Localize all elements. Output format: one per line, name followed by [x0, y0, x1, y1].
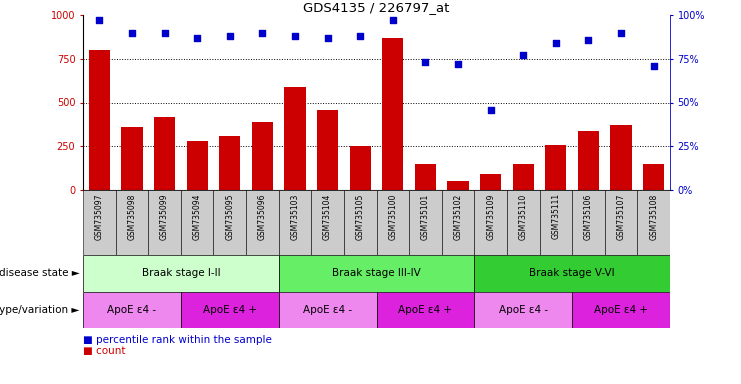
Bar: [187, 141, 207, 190]
Bar: [279, 190, 311, 255]
Text: GSM735103: GSM735103: [290, 193, 299, 240]
Text: ApoE ε4 -: ApoE ε4 -: [107, 305, 156, 315]
Text: GSM735106: GSM735106: [584, 193, 593, 240]
Bar: [376, 292, 474, 328]
Bar: [219, 136, 240, 190]
Bar: [409, 190, 442, 255]
Bar: [344, 190, 376, 255]
Point: [387, 17, 399, 23]
Text: ApoE ε4 +: ApoE ε4 +: [594, 305, 648, 315]
Point: [256, 30, 268, 36]
Bar: [311, 190, 344, 255]
Text: ApoE ε4 +: ApoE ε4 +: [399, 305, 453, 315]
Text: GSM735105: GSM735105: [356, 193, 365, 240]
Bar: [545, 144, 566, 190]
Bar: [246, 190, 279, 255]
Text: GSM735094: GSM735094: [193, 193, 202, 240]
Bar: [513, 164, 534, 190]
Text: genotype/variation ►: genotype/variation ►: [0, 305, 79, 315]
Bar: [83, 292, 181, 328]
Bar: [507, 190, 539, 255]
Bar: [415, 164, 436, 190]
Text: GSM735110: GSM735110: [519, 193, 528, 240]
Point: [615, 30, 627, 36]
Bar: [605, 190, 637, 255]
Bar: [637, 190, 670, 255]
Bar: [181, 292, 279, 328]
Bar: [89, 50, 110, 190]
Bar: [572, 292, 670, 328]
Text: GSM735101: GSM735101: [421, 193, 430, 240]
Text: GSM735096: GSM735096: [258, 193, 267, 240]
Point: [224, 33, 236, 39]
Point: [126, 30, 138, 36]
Text: GSM735107: GSM735107: [617, 193, 625, 240]
Text: GSM735109: GSM735109: [486, 193, 495, 240]
Text: GSM735095: GSM735095: [225, 193, 234, 240]
Point: [191, 35, 203, 41]
Text: GSM735097: GSM735097: [95, 193, 104, 240]
Text: Braak stage V-VI: Braak stage V-VI: [529, 268, 615, 278]
Bar: [474, 292, 572, 328]
Point: [517, 52, 529, 58]
Text: GSM735104: GSM735104: [323, 193, 332, 240]
Point: [550, 40, 562, 46]
Bar: [643, 164, 664, 190]
Bar: [611, 125, 631, 190]
Point: [452, 61, 464, 67]
Text: ■ count: ■ count: [83, 346, 125, 356]
Bar: [83, 190, 116, 255]
Bar: [285, 87, 305, 190]
Point: [419, 59, 431, 65]
Text: Braak stage I-II: Braak stage I-II: [142, 268, 220, 278]
Text: Braak stage III-IV: Braak stage III-IV: [332, 268, 421, 278]
Bar: [350, 146, 370, 190]
Text: GSM735102: GSM735102: [453, 193, 462, 240]
Point: [322, 35, 333, 41]
Bar: [474, 255, 670, 292]
Text: GSM735098: GSM735098: [127, 193, 136, 240]
Point: [289, 33, 301, 39]
Bar: [148, 190, 181, 255]
Bar: [448, 181, 468, 190]
Point: [648, 63, 659, 69]
Point: [485, 106, 496, 113]
Bar: [539, 190, 572, 255]
Bar: [252, 122, 273, 190]
Text: ■ percentile rank within the sample: ■ percentile rank within the sample: [83, 335, 272, 345]
Bar: [116, 190, 148, 255]
Text: GSM735100: GSM735100: [388, 193, 397, 240]
Bar: [279, 255, 474, 292]
Bar: [480, 174, 501, 190]
Bar: [376, 190, 409, 255]
Point: [93, 17, 105, 23]
Text: ApoE ε4 +: ApoE ε4 +: [203, 305, 256, 315]
Text: GSM735111: GSM735111: [551, 193, 560, 239]
Bar: [572, 190, 605, 255]
Bar: [213, 190, 246, 255]
Bar: [154, 116, 175, 190]
Bar: [442, 190, 474, 255]
Bar: [317, 109, 338, 190]
Bar: [122, 127, 142, 190]
Point: [582, 36, 594, 43]
Text: ApoE ε4 -: ApoE ε4 -: [499, 305, 548, 315]
Bar: [382, 38, 403, 190]
Text: GSM735099: GSM735099: [160, 193, 169, 240]
Text: ApoE ε4 -: ApoE ε4 -: [303, 305, 352, 315]
Title: GDS4135 / 226797_at: GDS4135 / 226797_at: [303, 1, 450, 14]
Point: [159, 30, 170, 36]
Point: [354, 33, 366, 39]
Bar: [578, 131, 599, 190]
Bar: [474, 190, 507, 255]
Bar: [279, 292, 376, 328]
Bar: [181, 190, 213, 255]
Bar: [83, 255, 279, 292]
Text: disease state ►: disease state ►: [0, 268, 79, 278]
Text: GSM735108: GSM735108: [649, 193, 658, 240]
